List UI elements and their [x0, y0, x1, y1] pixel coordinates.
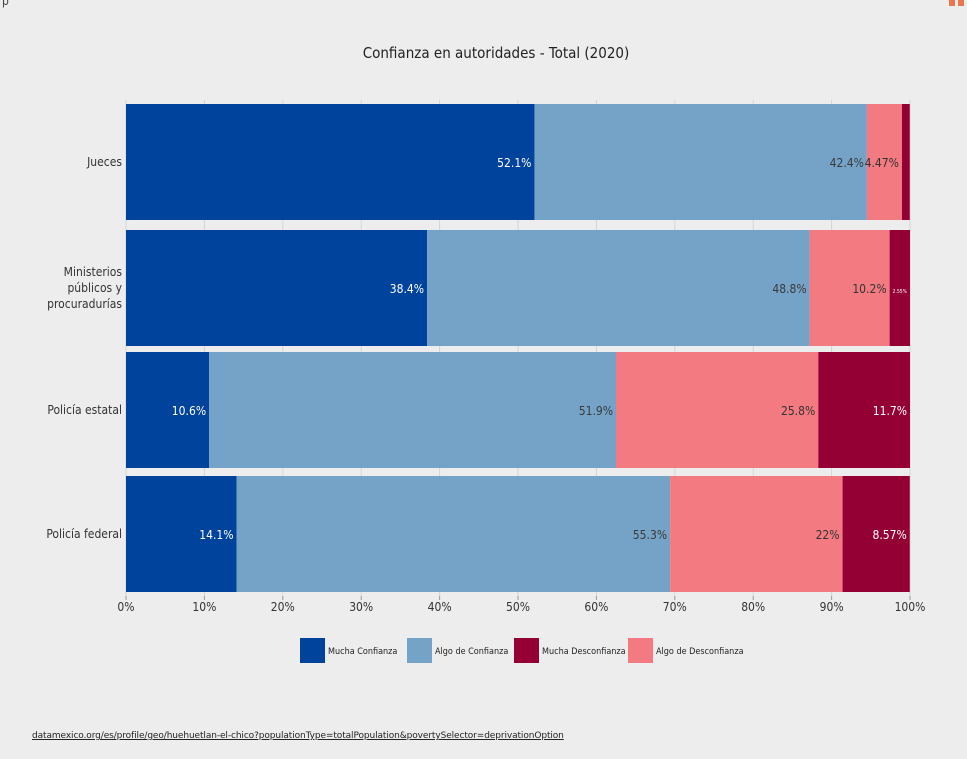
x-tick-label: 70% — [663, 600, 687, 614]
bar-segment — [818, 352, 910, 468]
bar-segment — [427, 230, 810, 346]
x-tick-label: 60% — [584, 600, 608, 614]
category-label: Policía federal — [46, 527, 122, 541]
legend-item[interactable]: Algo de Desconfianza — [628, 638, 744, 663]
bar-value-label: 22% — [816, 528, 840, 542]
bar-segment — [126, 230, 428, 346]
corner-glyph: p — [2, 0, 9, 8]
x-tick-label: 20% — [271, 600, 295, 614]
x-tick-label: 40% — [428, 600, 452, 614]
bar-value-label: 2.55% — [893, 289, 908, 295]
x-axis-ticks: 0% 10% 20% 30% 40% 50% 60% 70% 80% 90% 100% — [117, 596, 925, 614]
x-tick-label: 100% — [895, 600, 926, 614]
legend-swatch — [628, 638, 653, 663]
bar-segment — [901, 104, 910, 220]
bar-value-label: 42.4% — [830, 156, 864, 170]
bar-segment — [126, 352, 210, 468]
bar-segment — [616, 352, 819, 468]
x-tick-label: 10% — [192, 600, 216, 614]
bar-value-label: 55.3% — [633, 528, 667, 542]
bar-value-label: 52.1% — [497, 156, 531, 170]
category-labels: Jueces Ministerios públicos y procuradurías… — [46, 155, 122, 541]
legend-swatch — [300, 638, 325, 663]
bar-value-label: 10.6% — [172, 404, 206, 418]
x-tick-label: 0% — [117, 600, 134, 614]
bar-segment — [126, 104, 535, 220]
bar-segment — [209, 352, 616, 468]
bar-segment — [126, 476, 237, 592]
bar-segment — [236, 476, 671, 592]
bar-value-label: 10.2% — [852, 282, 886, 296]
bar-value-label: 14.1% — [199, 528, 233, 542]
x-tick-label: 50% — [506, 600, 530, 614]
bar-value-label: 25.8% — [781, 404, 815, 418]
bar-value-label: 51.9% — [579, 404, 613, 418]
legend-swatch — [514, 638, 539, 663]
bar-segment — [670, 476, 843, 592]
bar-segment — [534, 104, 867, 220]
legend: Mucha Confianza Algo de Confianza Mucha De… — [300, 638, 744, 663]
x-tick-label: 80% — [741, 600, 765, 614]
category-label: Jueces — [86, 155, 122, 169]
bar-value-label: 4.47% — [865, 156, 899, 170]
category-label: Policía estatal — [47, 403, 122, 417]
bar-segment — [866, 104, 902, 220]
legend-swatch — [407, 638, 432, 663]
category-label: Ministerios públicos y procuradurías — [47, 265, 122, 311]
legend-label: Algo de Desconfianza — [656, 647, 744, 657]
bar-value-label: 8.57% — [872, 528, 906, 542]
legend-item[interactable]: Mucha Confianza — [300, 638, 397, 663]
legend-item[interactable]: Mucha Desconfianza — [514, 638, 626, 663]
chart-title: Confianza en autoridades - Total (2020) — [363, 44, 630, 62]
x-tick-label: 90% — [820, 600, 844, 614]
bar-segment — [842, 476, 910, 592]
legend-label: Algo de Confianza — [435, 647, 508, 657]
bar-value-label: 48.8% — [772, 282, 806, 296]
corner-logo-mark — [949, 0, 965, 6]
x-tick-label: 30% — [349, 600, 373, 614]
legend-item[interactable]: Algo de Confianza — [407, 638, 508, 663]
legend-label: Mucha Confianza — [328, 647, 397, 657]
source-link[interactable]: datamexico.org/es/profile/geo/huehuetlan… — [32, 731, 564, 741]
bar-segment — [889, 230, 910, 346]
bar-value-label: 11.7% — [873, 404, 907, 418]
legend-label: Mucha Desconfianza — [542, 647, 626, 657]
bars: 52.1% 42.4% 4.47% 38.4% 48.8% 10.2% 2.55% 10.6%… — [126, 104, 910, 592]
bar-value-label: 38.4% — [390, 282, 424, 296]
bar-segment — [809, 230, 890, 346]
